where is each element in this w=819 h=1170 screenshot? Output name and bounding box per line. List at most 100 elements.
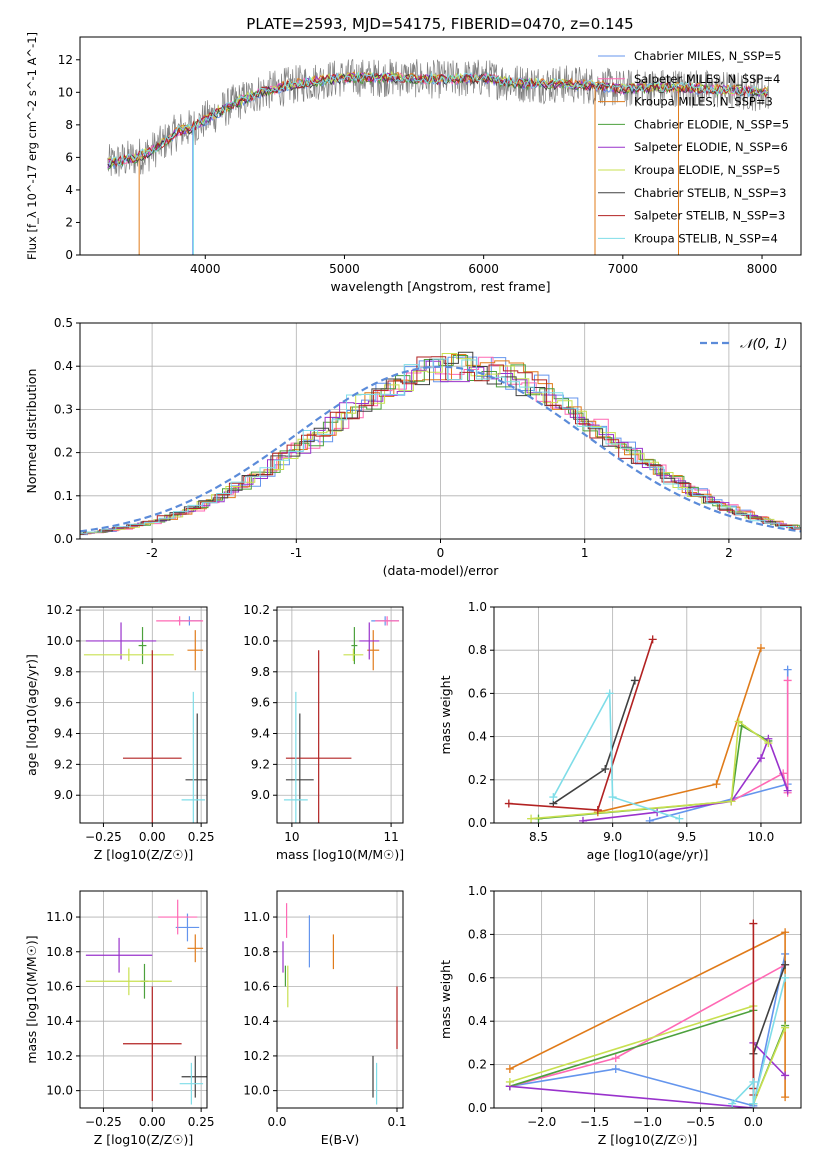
y-tick-label: 0.4 xyxy=(54,359,73,373)
x-axis-label: wavelength [Angstrom, rest frame] xyxy=(330,279,550,294)
legend-entry-label: Chabrier ELODIE, N_SSP=5 xyxy=(634,117,789,131)
mass-weight-marker xyxy=(675,814,684,823)
y-tick-label: 10.2 xyxy=(243,1049,270,1063)
residual-histogram-step xyxy=(80,354,801,535)
mass-weight-marker xyxy=(630,676,639,685)
y-tick-label: 0.8 xyxy=(468,927,487,941)
axes-frame xyxy=(493,606,802,824)
mass-weight-line xyxy=(582,736,789,822)
y-tick-label: 1.0 xyxy=(468,884,487,898)
x-tick-label: 0.25 xyxy=(188,1115,215,1129)
y-axis-label: age [log10(age/yr)] xyxy=(24,654,39,776)
x-axis-label: mass [log10(M/M☉)] xyxy=(276,847,404,862)
legend-entry-label: Salpeter ELODIE, N_SSP=6 xyxy=(634,140,788,154)
mass-vs-Z-plot-area xyxy=(85,899,207,1105)
x-tick-label: -2 xyxy=(146,546,158,560)
y-tick-label: 10.2 xyxy=(46,1049,73,1063)
age-vs-Z-panel: −0.25 0.00 0.25 9.0 9.2 9.4 9.6 9.8 10.0 10.2 Z [l… xyxy=(24,603,214,862)
mass-weight-marker xyxy=(783,665,792,674)
mass-weight-marker xyxy=(781,1093,790,1102)
residuals-plot-area xyxy=(80,351,801,536)
y-tick-label: 9.4 xyxy=(54,727,73,741)
mass-weight-marker xyxy=(749,1077,758,1086)
mass-weight-marker xyxy=(734,717,743,726)
x-tick-label: 2 xyxy=(725,546,733,560)
mass-weight-marker xyxy=(783,676,792,685)
mass-weight-marker xyxy=(593,806,602,815)
y-tick-label: 0.0 xyxy=(468,816,487,830)
y-tick-label: 0.0 xyxy=(468,1101,487,1115)
mass-weight-line xyxy=(552,690,680,820)
x-axis-label: age [log10(age/yr)] xyxy=(587,847,709,862)
y-tick-label: 0.2 xyxy=(468,773,487,787)
x-tick-label: 11 xyxy=(383,830,398,844)
mass-weight-line xyxy=(531,720,769,820)
mass-weight-line xyxy=(731,977,786,1105)
mass-weight-marker xyxy=(611,1054,620,1063)
y-tick-label: 0.6 xyxy=(468,686,487,700)
axes-frame xyxy=(79,606,208,824)
age-vs-Z-plot-area xyxy=(83,616,207,823)
mass-weight-marker xyxy=(756,644,765,653)
mass-weight-marker xyxy=(781,928,790,937)
y-tick-label: 9.6 xyxy=(251,696,270,710)
x-tick-label: −0.25 xyxy=(85,1115,122,1129)
mass-weight-marker xyxy=(728,1099,737,1108)
residuals-panel: -2 -1 0 1 2 0.0 0.1 0.2 0.3 0.4 0.5 (data-model)/er… xyxy=(24,316,802,578)
y-tick-label: 0.2 xyxy=(54,446,73,460)
y-tick-label: 8 xyxy=(65,118,73,132)
y-tick-label: 10.0 xyxy=(46,634,73,648)
x-axis-label: E(B-V) xyxy=(321,1132,360,1147)
y-tick-label: 12 xyxy=(58,53,73,67)
y-tick-label: 10.4 xyxy=(46,1014,73,1028)
y-tick-label: 0.2 xyxy=(468,1058,487,1072)
y-tick-label: 10.8 xyxy=(243,945,270,959)
mass-weight-marker xyxy=(578,816,587,823)
y-axis-label: Normed distribution xyxy=(24,369,39,494)
y-tick-label: 9.2 xyxy=(54,757,73,771)
x-tick-label: 1 xyxy=(581,546,589,560)
age-vs-mass-plot-area xyxy=(283,616,400,823)
mass-weight-marker xyxy=(605,689,614,698)
mass-weight-line xyxy=(509,953,786,1107)
x-tick-label: −0.5 xyxy=(686,1115,715,1129)
x-tick-label: 9.0 xyxy=(603,830,622,844)
mass-vs-ebv-panel: 0.0 0.1 10.0 10.2 10.4 10.6 10.8 11.0 E(B-V) xyxy=(243,890,407,1147)
y-tick-label: 0 xyxy=(65,248,73,262)
legend-entry-label: Kroupa ELODIE, N_SSP=5 xyxy=(634,163,780,177)
x-tick-label: 8000 xyxy=(747,262,778,276)
y-tick-label: 11.0 xyxy=(46,910,73,924)
x-tick-label: 7000 xyxy=(608,262,639,276)
y-tick-label: 9.8 xyxy=(54,665,73,679)
x-tick-label: 0.1 xyxy=(387,1115,406,1129)
y-tick-label: 6 xyxy=(65,150,73,164)
mass-weight-marker xyxy=(781,960,790,969)
y-tick-label: 9.0 xyxy=(251,788,270,802)
axes-frame xyxy=(276,890,404,1109)
weight-vs-age-panel: 8.5 9.0 9.5 10.0 0.0 0.2 0.4 0.6 0.8 1.0 age [log1… xyxy=(438,600,802,862)
mass-weight-marker xyxy=(549,793,558,802)
mass-weight-marker xyxy=(505,1064,514,1073)
mass-weight-marker xyxy=(756,754,765,763)
figure-title: PLATE=2593, MJD=54175, FIBERID=0470, z=0… xyxy=(246,15,633,33)
x-tick-label: 5000 xyxy=(329,262,360,276)
x-tick-label: 0.0 xyxy=(744,1115,763,1129)
y-axis-label: Flux [f_λ 10^-17 erg cm^-2 s^-1 A^-1] xyxy=(25,32,39,260)
y-tick-label: 1.0 xyxy=(468,600,487,614)
x-tick-label: 10.0 xyxy=(748,830,775,844)
mass-weight-marker xyxy=(601,765,610,773)
x-tick-label: 0.00 xyxy=(139,830,166,844)
y-tick-label: 10.0 xyxy=(46,1084,73,1098)
axes-frame xyxy=(276,606,404,824)
y-tick-label: 4 xyxy=(65,183,73,197)
y-tick-label: 0.6 xyxy=(468,971,487,985)
y-tick-label: 10.0 xyxy=(243,634,270,648)
y-tick-label: 10.2 xyxy=(46,603,73,617)
residual-histogram-step xyxy=(80,356,801,535)
mass-weight-marker xyxy=(781,1071,790,1080)
mass-weight-marker xyxy=(505,1077,514,1086)
model-spectrum-line xyxy=(107,71,768,166)
mass-weight-marker xyxy=(504,799,513,808)
mass-weight-marker xyxy=(781,1023,790,1032)
